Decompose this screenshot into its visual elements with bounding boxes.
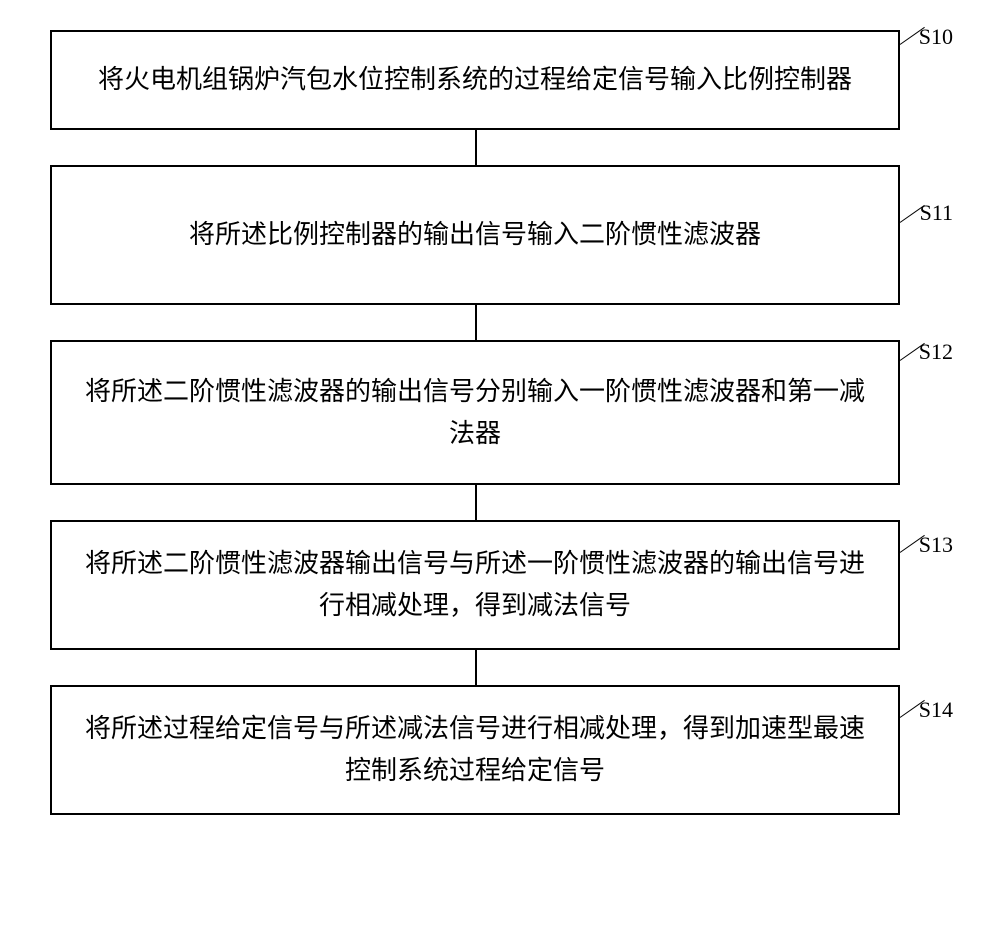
flowchart-container: 将火电机组锅炉汽包水位控制系统的过程给定信号输入比例控制器 S10 将所述比例控…: [50, 30, 950, 815]
step-text-s11: 将所述比例控制器的输出信号输入二阶惯性滤波器: [189, 214, 761, 256]
connector-s11-s12: [475, 305, 477, 340]
connector-s10-s11: [475, 130, 477, 165]
step-text-s10: 将火电机组锅炉汽包水位控制系统的过程给定信号输入比例控制器: [98, 59, 852, 101]
step-label-s11: S11: [920, 200, 953, 226]
step-text-s12: 将所述二阶惯性滤波器的输出信号分别输入一阶惯性滤波器和第一减法器: [82, 371, 868, 454]
step-label-s12: S12: [919, 339, 953, 365]
step-text-s14: 将所述过程给定信号与所述减法信号进行相减处理，得到加速型最速控制系统过程给定信号: [82, 708, 868, 791]
step-box-s14: 将所述过程给定信号与所述减法信号进行相减处理，得到加速型最速控制系统过程给定信号…: [50, 685, 900, 815]
step-container-s12: 将所述二阶惯性滤波器的输出信号分别输入一阶惯性滤波器和第一减法器 S12: [50, 340, 950, 485]
step-label-s10: S10: [919, 24, 953, 50]
step-box-s11: 将所述比例控制器的输出信号输入二阶惯性滤波器 S11: [50, 165, 900, 305]
connector-s12-s13: [475, 485, 477, 520]
step-container-s10: 将火电机组锅炉汽包水位控制系统的过程给定信号输入比例控制器 S10: [50, 30, 950, 130]
connector-s13-s14: [475, 650, 477, 685]
step-text-s13: 将所述二阶惯性滤波器输出信号与所述一阶惯性滤波器的输出信号进行相减处理，得到减法…: [82, 543, 868, 626]
step-box-s10: 将火电机组锅炉汽包水位控制系统的过程给定信号输入比例控制器 S10: [50, 30, 900, 130]
step-container-s14: 将所述过程给定信号与所述减法信号进行相减处理，得到加速型最速控制系统过程给定信号…: [50, 685, 950, 815]
step-box-s12: 将所述二阶惯性滤波器的输出信号分别输入一阶惯性滤波器和第一减法器 S12: [50, 340, 900, 485]
step-container-s11: 将所述比例控制器的输出信号输入二阶惯性滤波器 S11: [50, 165, 950, 305]
step-box-s13: 将所述二阶惯性滤波器输出信号与所述一阶惯性滤波器的输出信号进行相减处理，得到减法…: [50, 520, 900, 650]
step-label-s14: S14: [919, 697, 953, 723]
step-label-s13: S13: [919, 532, 953, 558]
step-container-s13: 将所述二阶惯性滤波器输出信号与所述一阶惯性滤波器的输出信号进行相减处理，得到减法…: [50, 520, 950, 650]
